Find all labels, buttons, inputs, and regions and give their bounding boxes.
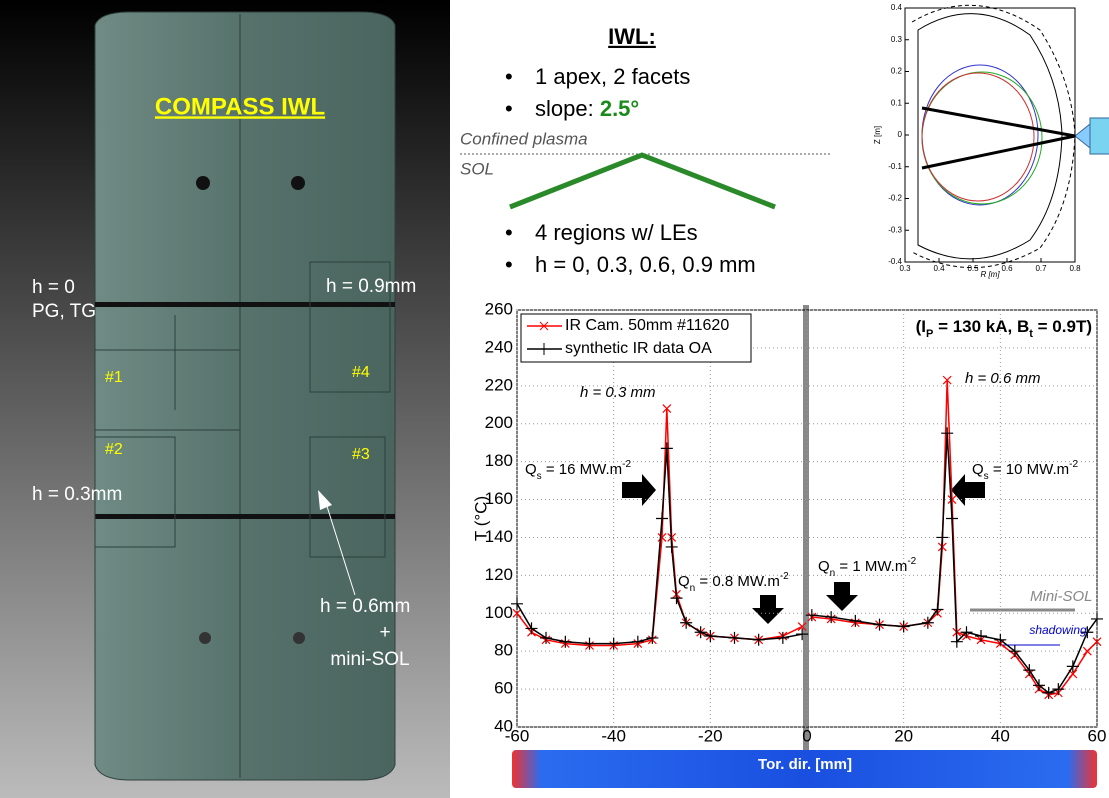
x-axis-label: R [m]: [980, 270, 1000, 279]
title-part: P: [926, 328, 933, 340]
bullet: 4 regions w/ LEs: [535, 220, 698, 245]
bullet-dot: •: [505, 96, 513, 121]
zero-bar: [803, 305, 809, 750]
region-label: Confined plasma: [460, 129, 588, 148]
y-tick-label: 60: [494, 679, 513, 698]
label: mini-SOL: [330, 649, 409, 670]
x-tick-label: 0.6: [1001, 264, 1013, 273]
y-tick-label: -0.1: [888, 162, 902, 171]
x-tick-label: 0.5: [967, 264, 979, 273]
profile: [510, 155, 775, 207]
q-rest: = 0.8 MW.m: [695, 573, 780, 590]
x-tick-label: 0.7: [1035, 264, 1047, 273]
bullet: slope: 2.5°: [535, 96, 639, 121]
q-main: Q: [818, 558, 830, 575]
annotation: shadowing: [1029, 623, 1087, 637]
q-sup: -2: [907, 556, 916, 567]
region-label: SOL: [460, 159, 494, 178]
label: h = 0.3mm: [32, 484, 122, 505]
q-rest: = 16 MW.m: [542, 461, 622, 478]
y-tick-label: 0.1: [891, 98, 903, 107]
slide: COMPASS IWL h = 0 PG, TG h = 0.9mm #1 #4…: [0, 0, 1109, 798]
chart-title: (IP = 130 kA, Bt = 0.9T): [916, 317, 1092, 339]
y-tick-label: 200: [485, 413, 513, 432]
q-rest: = 1 MW.m: [835, 558, 907, 575]
legend-label: IR Cam. 50mm #11620: [565, 317, 729, 334]
y-tick-label: 100: [485, 603, 513, 622]
region-label: #3: [352, 446, 370, 463]
y-tick-label: 120: [485, 565, 513, 584]
q-sup: -2: [1069, 459, 1078, 470]
y-tick-label: 0: [898, 130, 903, 139]
q-label: Qs = 16 MW.m-2: [525, 459, 631, 482]
x-axis-label: Tor. dir. [mm]: [758, 756, 852, 773]
q-sup: -2: [622, 459, 631, 470]
annotation: h = 0.3 mm: [580, 384, 655, 401]
y-axis-label: Z [m]: [873, 126, 882, 144]
y-tick-label: 0.4: [891, 3, 903, 12]
y-tick-label: -0.3: [888, 225, 902, 234]
panel-title: COMPASS IWL: [155, 93, 325, 120]
q-main: Q: [678, 573, 690, 590]
title-part: = 130 kA, B: [933, 317, 1029, 336]
q-label: Qs = 10 MW.m-2: [972, 459, 1078, 482]
y-tick-label: 180: [485, 451, 513, 470]
q-main: Q: [525, 461, 537, 478]
q-label: Qn = 0.8 MW.m-2: [678, 571, 789, 594]
x-tick-label: 40: [991, 726, 1010, 745]
bullet-dot: •: [505, 64, 513, 89]
heading: IWL:: [608, 24, 656, 49]
x-tick-label: -40: [601, 726, 626, 745]
gap: [95, 302, 395, 307]
y-tick-label: 0.3: [891, 35, 903, 44]
label: h = 0: [32, 277, 75, 298]
label: +: [379, 622, 390, 643]
q-sup: -2: [780, 571, 789, 582]
y-tick-label: 240: [485, 337, 513, 356]
annotation: h = 0.6 mm: [965, 370, 1040, 387]
y-tick-label: 220: [485, 375, 513, 394]
x-tick-label: 20: [894, 726, 913, 745]
label: h = 0.9mm: [326, 276, 416, 297]
bullet-dot: •: [505, 252, 513, 277]
q-rest: = 10 MW.m: [989, 461, 1069, 478]
y-tick-label: -0.2: [888, 194, 902, 203]
x-tick-label: 60: [1088, 726, 1107, 745]
label: h = 0.6mm: [320, 596, 410, 617]
region-label: #1: [105, 369, 123, 386]
label: PG, TG: [32, 301, 96, 322]
y-tick-label: -0.4: [888, 257, 902, 266]
y-tick-label: 80: [494, 641, 513, 660]
inset-shapes: [912, 5, 1109, 267]
x-tick-label: 0.8: [1069, 264, 1081, 273]
region-label: #4: [352, 364, 370, 381]
title-part: = 0.9T): [1033, 317, 1092, 336]
bullet: h = 0, 0.3, 0.6, 0.9 mm: [535, 252, 756, 277]
y-tick-label: 260: [485, 299, 513, 318]
x-tick-label: 0.4: [933, 264, 945, 273]
series-line: [812, 380, 1097, 695]
x-tick-label: -60: [505, 726, 530, 745]
annotation: Mini-SOL: [1030, 588, 1093, 605]
slide-canvas: COMPASS IWL h = 0 PG, TG h = 0.9mm #1 #4…: [0, 0, 1109, 798]
legend-label: synthetic IR data OA: [565, 340, 712, 357]
x-tick-label: 0: [802, 726, 811, 745]
region-label: #2: [105, 441, 123, 458]
bullet: 1 apex, 2 facets: [535, 64, 690, 89]
q-main: Q: [972, 461, 984, 478]
bullet-dot: •: [505, 220, 513, 245]
title-part: (I: [916, 317, 926, 336]
x-tick-label: -20: [698, 726, 723, 745]
gap: [95, 514, 395, 519]
y-tick-label: 0.2: [891, 67, 903, 76]
y-axis-label: T (°C): [471, 496, 490, 541]
